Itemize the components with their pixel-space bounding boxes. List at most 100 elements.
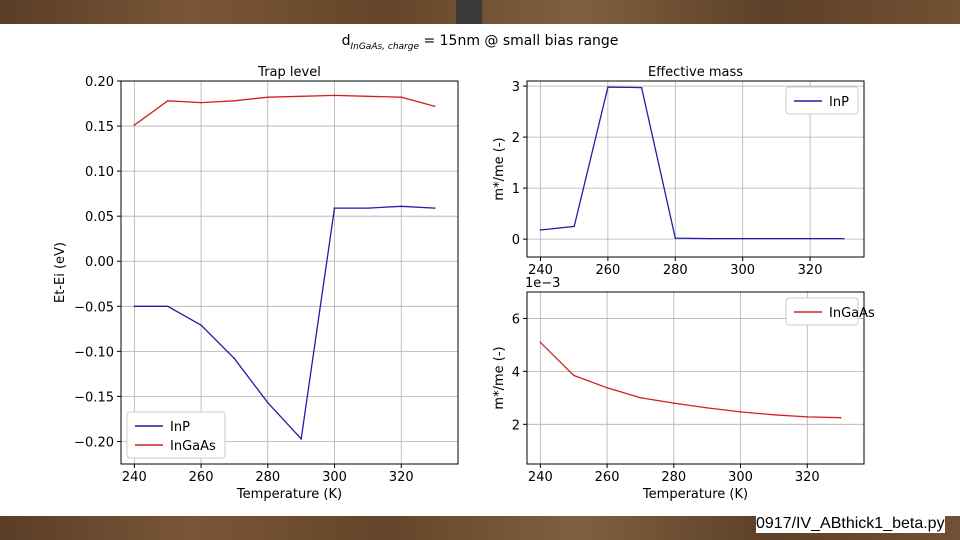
data-point-inp xyxy=(573,225,575,228)
data-point-inp xyxy=(367,207,369,209)
data-point-ingaas xyxy=(367,95,369,98)
legend-label-ingaas: InGaAs xyxy=(170,439,216,454)
data-point-ingaas xyxy=(539,341,542,344)
x-tick-label: 260 xyxy=(595,263,620,278)
data-point-inp xyxy=(233,357,236,360)
data-point-inp xyxy=(708,237,710,240)
data-point-ingaas xyxy=(673,402,675,404)
y-tick-label: 0.15 xyxy=(85,120,114,135)
data-point-inp xyxy=(539,229,542,231)
data-point-inp xyxy=(133,305,136,308)
data-point-ingaas xyxy=(739,411,742,413)
data-point-ingaas xyxy=(400,96,403,99)
y-tick-label: 0 xyxy=(512,233,520,248)
y-tick-label: 4 xyxy=(512,365,520,380)
y-tick-label: 0.10 xyxy=(85,165,114,180)
y-tick-label: 1 xyxy=(512,182,520,197)
series-line-inp xyxy=(540,86,844,240)
data-point-inp xyxy=(741,237,744,240)
data-point-ingaas xyxy=(572,374,575,377)
x-axis-label: Temperature (K) xyxy=(236,487,342,502)
y-tick-label: −0.05 xyxy=(74,300,114,315)
y-tick-label: −0.20 xyxy=(74,435,114,450)
data-point-ingaas xyxy=(267,96,269,99)
x-tick-label: 320 xyxy=(798,263,823,278)
x-tick-label: 260 xyxy=(595,470,620,485)
effective-mass-inp-panel: 240 260 280 300 320 0 1 2 3 Effective mass m*/me (… xyxy=(492,65,865,278)
x-tick-label: 300 xyxy=(730,263,755,278)
data-point-ingaas xyxy=(639,397,642,399)
x-axis-label: Temperature (K) xyxy=(642,487,748,502)
x-tick-label: 320 xyxy=(795,470,820,485)
x-tick-label: 240 xyxy=(528,263,553,278)
figure: dInGaAs, charge = 15nm @ small bias rang… xyxy=(53,33,875,502)
x-tick-label: 280 xyxy=(661,470,686,485)
data-point-inp xyxy=(775,237,778,240)
data-point-ingaas xyxy=(433,105,436,108)
x-tick-label: 280 xyxy=(255,470,280,485)
y-scale-offset-label: 1e−3 xyxy=(525,276,560,291)
x-tick-label: 240 xyxy=(122,470,147,485)
plot-frame xyxy=(120,80,459,465)
plot-frame xyxy=(526,291,865,465)
y-tick-label: 3 xyxy=(512,80,520,95)
legend: InP InGaAs xyxy=(126,411,226,459)
effective-mass-ingaas-panel: 240 260 280 300 320 2 4 6 Temperature (K) m*/me (… xyxy=(492,276,875,502)
legend-label-ingaas: InGaAs xyxy=(829,306,875,321)
data-point-ingaas xyxy=(200,101,202,104)
data-point-inp xyxy=(842,237,845,240)
script-filename-caption: 0917/IV_ABthick1_beta.py xyxy=(756,515,945,533)
x-tick-label: 260 xyxy=(189,470,214,485)
figure-slide: dInGaAs, charge = 15nm @ small bias rang… xyxy=(0,24,960,533)
data-point-inp xyxy=(607,86,609,88)
data-point-ingaas xyxy=(333,94,336,97)
data-point-ingaas xyxy=(839,416,842,419)
series-line-inp xyxy=(134,205,435,441)
data-point-ingaas xyxy=(606,386,608,389)
plot-frame xyxy=(526,80,865,258)
data-point-inp xyxy=(166,305,169,308)
x-tick-label: 280 xyxy=(663,263,688,278)
data-point-inp xyxy=(200,324,202,327)
chart-title: Trap level xyxy=(257,65,321,80)
y-tick-label: 0.05 xyxy=(85,210,114,225)
y-tick-label: 0.00 xyxy=(85,255,114,270)
x-tick-label: 240 xyxy=(528,470,553,485)
data-point-inp xyxy=(640,86,643,89)
x-tick-label: 300 xyxy=(728,470,753,485)
series-line-ingaas xyxy=(133,94,435,126)
chart-title: Effective mass xyxy=(648,65,743,80)
data-point-ingaas xyxy=(773,413,775,416)
legend: InP xyxy=(785,86,859,115)
x-tick-label: 300 xyxy=(322,470,347,485)
y-axis-label: m*/me (-) xyxy=(492,346,507,409)
y-axis-label: m*/me (-) xyxy=(492,137,507,200)
data-point-inp xyxy=(400,205,403,208)
y-tick-label: −0.15 xyxy=(74,390,114,405)
data-point-inp xyxy=(433,207,436,209)
data-point-inp xyxy=(300,437,302,440)
data-point-inp xyxy=(809,237,811,240)
legend-label-inp: InP xyxy=(829,95,849,110)
data-point-ingaas xyxy=(806,416,809,418)
data-point-ingaas xyxy=(166,100,169,102)
data-point-ingaas xyxy=(233,100,236,102)
legend-box xyxy=(126,411,226,459)
trap-level-panel: 240 260 280 300 320 0.20 0.15 0.10 0.05 0.00 −0.05… xyxy=(53,65,459,502)
legend: InGaAs xyxy=(785,297,875,326)
x-tick-label: 320 xyxy=(389,470,414,485)
data-point-inp xyxy=(674,237,677,239)
data-point-ingaas xyxy=(300,95,302,98)
y-axis-label: Et-Ei (eV) xyxy=(53,242,68,303)
data-point-inp xyxy=(333,207,336,209)
y-tick-label: 2 xyxy=(512,131,520,146)
data-point-ingaas xyxy=(706,407,708,409)
figure-suptitle: dInGaAs, charge = 15nm @ small bias rang… xyxy=(342,33,619,52)
y-tick-label: 6 xyxy=(512,312,520,327)
legend-label-inp: InP xyxy=(170,420,190,435)
y-tick-label: 2 xyxy=(512,418,520,433)
y-tick-label: 0.20 xyxy=(85,75,114,90)
data-point-ingaas xyxy=(133,124,136,126)
data-point-inp xyxy=(267,401,269,404)
series-line-ingaas xyxy=(539,341,841,419)
